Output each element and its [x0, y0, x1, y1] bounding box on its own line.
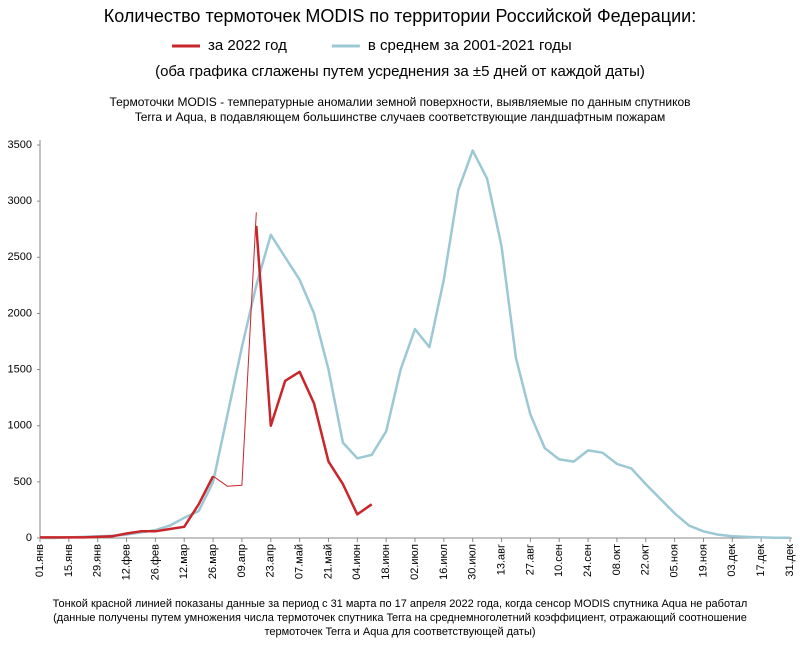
- chart-title: Количество термоточек MODIS по территори…: [104, 6, 696, 26]
- description: Terra и Aqua, в подавляющем большинстве …: [135, 110, 666, 124]
- legend-label: за 2022 год: [208, 37, 287, 54]
- x-tick-label: 29.янв: [92, 544, 104, 577]
- series-line: [40, 149, 791, 540]
- x-tick-label: 27.авг: [524, 544, 536, 575]
- x-tick-label: 21.май: [322, 544, 334, 579]
- footnote: (данные получены путем умножения числа т…: [53, 612, 747, 624]
- x-tick-label: 18.июн: [380, 544, 392, 580]
- x-tick-label: 31.дек: [784, 544, 796, 577]
- y-tick-label: 500: [14, 476, 32, 488]
- x-tick-label: 24.сен: [582, 544, 594, 577]
- x-tick-label: 01.янв: [34, 544, 46, 577]
- x-tick-label: 26.мар: [207, 544, 219, 579]
- footnote: термоточек Terra и Aqua для соответствую…: [264, 626, 535, 638]
- x-tick-label: 30.июл: [467, 544, 479, 580]
- x-tick-label: 17.дек: [755, 544, 767, 577]
- x-tick-label: 26.фев: [149, 544, 161, 580]
- y-tick-label: 3000: [8, 195, 32, 207]
- x-tick-label: 04.июн: [351, 544, 363, 580]
- y-tick-label: 1500: [8, 363, 32, 375]
- x-tick-label: 07.май: [294, 544, 306, 579]
- y-tick-label: 2500: [8, 251, 32, 263]
- x-tick-label: 12.фев: [120, 544, 132, 580]
- x-tick-label: 23.апр: [265, 544, 277, 577]
- description: Термоточки MODIS - температурные аномали…: [109, 95, 690, 109]
- x-tick-label: 16.июл: [438, 544, 450, 580]
- x-tick-label: 10.сен: [553, 544, 565, 577]
- x-tick-label: 22.окт: [640, 544, 652, 575]
- x-tick-label: 19.ноя: [697, 544, 709, 577]
- x-tick-label: 09.апр: [236, 544, 248, 577]
- x-tick-label: 12.мар: [178, 544, 190, 579]
- x-tick-label: 08.окт: [611, 544, 623, 575]
- x-tick-label: 15.янв: [63, 544, 75, 577]
- y-tick-label: 1000: [8, 420, 32, 432]
- x-tick-label: 13.авг: [495, 544, 507, 575]
- series-line: [40, 225, 373, 539]
- x-tick-label: 05.ноя: [669, 544, 681, 577]
- x-tick-label: 02.июл: [409, 544, 421, 580]
- footnote: Тонкой красной линией показаны данные за…: [53, 598, 748, 610]
- x-tick-label: 03.дек: [726, 544, 738, 577]
- legend-label: в среднем за 2001-2021 годы: [368, 37, 572, 54]
- chart-subtitle: (оба графика сглажены путем усреднения з…: [155, 63, 645, 80]
- series-line: [212, 212, 257, 487]
- y-tick-label: 3500: [8, 139, 32, 151]
- y-tick-label: 2000: [8, 307, 32, 319]
- y-tick-label: 0: [26, 532, 32, 544]
